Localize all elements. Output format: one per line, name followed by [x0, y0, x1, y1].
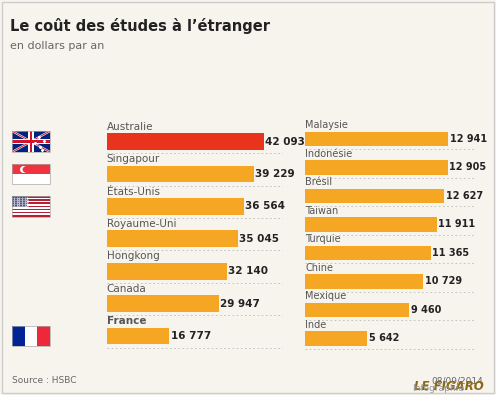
Bar: [12, 201, 50, 202]
Bar: [37, 326, 50, 346]
Bar: [107, 230, 238, 247]
Text: Hongkong: Hongkong: [107, 252, 159, 261]
Text: 42 093: 42 093: [265, 137, 306, 147]
Text: Turquie: Turquie: [305, 234, 341, 245]
Bar: [107, 327, 170, 344]
Bar: [12, 139, 50, 144]
Text: France: France: [107, 316, 146, 326]
Text: LE FIGARO: LE FIGARO: [414, 380, 484, 393]
Bar: [305, 188, 444, 203]
Text: 36 564: 36 564: [245, 201, 285, 211]
Text: 12 941: 12 941: [449, 134, 487, 144]
Bar: [12, 202, 50, 204]
Bar: [12, 164, 50, 184]
Text: 10 729: 10 729: [425, 276, 462, 286]
Text: 32 140: 32 140: [228, 266, 268, 276]
Text: 9 460: 9 460: [411, 305, 441, 315]
Bar: [305, 217, 436, 232]
Bar: [12, 198, 50, 199]
Bar: [12, 213, 50, 215]
Bar: [107, 198, 244, 215]
Bar: [12, 131, 50, 152]
Bar: [30, 131, 33, 152]
Text: Infographie: Infographie: [412, 384, 464, 393]
Bar: [12, 212, 50, 213]
Text: Taiwan: Taiwan: [305, 206, 338, 216]
Bar: [107, 133, 264, 150]
Bar: [12, 207, 50, 209]
Bar: [12, 196, 50, 198]
Text: États-Unis: États-Unis: [107, 187, 160, 197]
Bar: [305, 160, 447, 175]
Bar: [305, 246, 431, 260]
Text: Le coût des études à l’étranger: Le coût des études à l’étranger: [10, 18, 270, 34]
Bar: [107, 166, 253, 182]
Bar: [12, 131, 50, 152]
Text: 08/09/2014: 08/09/2014: [432, 376, 484, 385]
Text: Malaysie: Malaysie: [305, 120, 348, 130]
Bar: [12, 164, 50, 174]
Bar: [12, 196, 27, 207]
Text: en dollars par an: en dollars par an: [10, 41, 104, 51]
Bar: [12, 326, 25, 346]
Text: Canada: Canada: [107, 284, 146, 294]
Text: 35 045: 35 045: [239, 234, 279, 244]
Bar: [12, 174, 50, 184]
Text: 39 229: 39 229: [255, 169, 294, 179]
Bar: [12, 205, 50, 207]
Text: 5 642: 5 642: [369, 333, 399, 343]
Bar: [305, 132, 448, 147]
Bar: [12, 210, 50, 212]
Text: 12 905: 12 905: [449, 162, 486, 173]
Text: Chine: Chine: [305, 263, 333, 273]
Bar: [12, 326, 50, 346]
Text: Singapour: Singapour: [107, 154, 160, 164]
Bar: [12, 140, 50, 143]
Text: 11 365: 11 365: [432, 248, 469, 258]
Text: Inde: Inde: [305, 320, 326, 330]
Bar: [28, 131, 34, 152]
Bar: [107, 295, 219, 312]
Text: Brésil: Brésil: [305, 177, 332, 187]
Bar: [12, 204, 50, 205]
Bar: [12, 196, 50, 216]
Text: 11 911: 11 911: [438, 220, 475, 229]
Text: 29 947: 29 947: [220, 299, 260, 308]
Bar: [305, 303, 410, 317]
Bar: [25, 326, 37, 346]
Bar: [12, 215, 50, 216]
Text: 12 627: 12 627: [446, 191, 483, 201]
Text: Source : HSBC: Source : HSBC: [12, 376, 77, 385]
Bar: [305, 331, 368, 346]
Text: 16 777: 16 777: [171, 331, 211, 341]
Bar: [107, 263, 227, 280]
Text: Royaume-Uni: Royaume-Uni: [107, 219, 176, 229]
Bar: [12, 199, 50, 201]
Text: Indonésie: Indonésie: [305, 149, 352, 159]
Bar: [305, 274, 424, 289]
Text: Mexique: Mexique: [305, 292, 346, 301]
Bar: [12, 209, 50, 210]
Text: Australie: Australie: [107, 122, 153, 132]
